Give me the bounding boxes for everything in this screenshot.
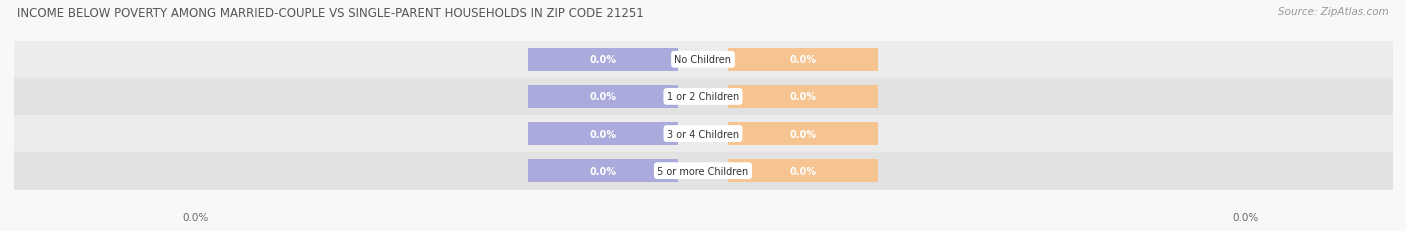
Text: 0.0%: 0.0%: [589, 129, 616, 139]
Bar: [527, 49, 678, 72]
Bar: [527, 122, 678, 146]
Bar: [728, 49, 879, 72]
Text: 0.0%: 0.0%: [790, 92, 817, 102]
Bar: [527, 85, 678, 109]
Text: 0.0%: 0.0%: [790, 129, 817, 139]
Text: 0.0%: 0.0%: [1232, 212, 1258, 222]
Bar: [527, 159, 678, 182]
Text: 5 or more Children: 5 or more Children: [658, 166, 748, 176]
Bar: [728, 159, 879, 182]
Text: No Children: No Children: [675, 55, 731, 65]
Text: 3 or 4 Children: 3 or 4 Children: [666, 129, 740, 139]
Bar: [728, 122, 879, 146]
Text: 0.0%: 0.0%: [790, 166, 817, 176]
Text: 1 or 2 Children: 1 or 2 Children: [666, 92, 740, 102]
Text: 0.0%: 0.0%: [589, 92, 616, 102]
Text: 0.0%: 0.0%: [790, 55, 817, 65]
Text: Source: ZipAtlas.com: Source: ZipAtlas.com: [1278, 7, 1389, 17]
Text: 0.0%: 0.0%: [589, 55, 616, 65]
Bar: [728, 85, 879, 109]
Text: 0.0%: 0.0%: [183, 212, 209, 222]
Text: INCOME BELOW POVERTY AMONG MARRIED-COUPLE VS SINGLE-PARENT HOUSEHOLDS IN ZIP COD: INCOME BELOW POVERTY AMONG MARRIED-COUPL…: [17, 7, 644, 20]
Text: 0.0%: 0.0%: [589, 166, 616, 176]
